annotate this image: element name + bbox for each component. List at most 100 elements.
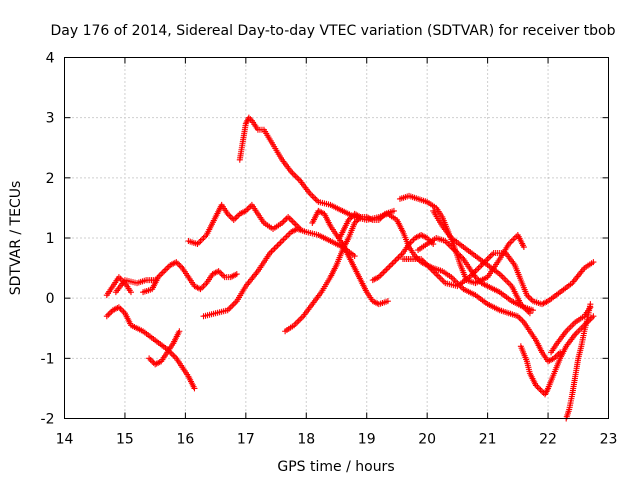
data-point-marker	[291, 219, 298, 226]
data-point-marker	[517, 316, 524, 323]
data-point-marker	[279, 238, 286, 245]
data-point-marker	[413, 254, 420, 261]
data-point-marker	[273, 244, 280, 251]
data-point-marker	[292, 173, 299, 180]
y-tick-label: -2	[41, 412, 55, 428]
series-arc4	[103, 304, 198, 392]
data-point-marker	[280, 236, 287, 243]
data-point-marker	[291, 171, 298, 178]
data-point-marker	[307, 191, 314, 198]
data-point-marker	[147, 356, 154, 363]
data-point-marker	[451, 277, 458, 284]
data-point-marker	[505, 280, 512, 287]
series-arc11	[336, 210, 364, 241]
series-arc8	[236, 114, 564, 365]
data-point-marker	[477, 263, 484, 270]
data-point-marker	[486, 254, 493, 261]
series-arc5	[146, 328, 183, 368]
data-point-marker	[170, 352, 177, 359]
series-arc3	[140, 259, 240, 296]
data-point-marker	[230, 272, 237, 279]
data-point-marker	[295, 317, 302, 324]
data-point-marker	[378, 271, 385, 278]
series-arc12	[369, 231, 437, 284]
data-point-marker	[567, 323, 574, 330]
data-point-marker	[520, 244, 527, 251]
data-point-marker	[396, 253, 403, 260]
data-point-marker	[195, 239, 202, 246]
series-arc6	[185, 201, 304, 248]
data-point-marker	[159, 269, 166, 276]
x-tick-label: 16	[176, 432, 194, 448]
data-point-marker	[475, 265, 482, 272]
data-point-marker	[372, 299, 379, 306]
y-tick-label: 1	[46, 231, 55, 247]
data-point-marker	[387, 262, 394, 269]
data-markers	[103, 114, 597, 422]
data-point-marker	[575, 328, 582, 335]
data-point-marker	[570, 320, 577, 327]
data-point-marker	[199, 236, 206, 243]
data-point-marker	[498, 272, 505, 279]
data-point-marker	[294, 174, 301, 181]
data-point-marker	[590, 313, 597, 320]
data-point-marker	[297, 316, 304, 323]
data-point-marker	[239, 209, 246, 216]
data-point-marker	[421, 233, 428, 240]
x-tick-label: 18	[297, 432, 315, 448]
data-point-marker	[245, 204, 252, 211]
plot-frame	[64, 57, 609, 419]
data-point-marker	[542, 299, 549, 306]
data-point-marker	[289, 218, 296, 225]
data-point-marker	[285, 231, 292, 238]
data-point-marker	[285, 213, 292, 220]
data-point-marker	[106, 310, 113, 317]
x-tick-label: 23	[600, 432, 618, 448]
y-tick-label: 2	[46, 171, 55, 187]
data-point-marker	[395, 254, 402, 261]
data-point-marker	[286, 215, 293, 222]
data-point-marker	[372, 275, 379, 282]
data-point-marker	[202, 281, 209, 288]
data-point-marker	[510, 236, 517, 243]
data-point-marker	[229, 302, 236, 309]
series-arc10	[309, 207, 391, 308]
data-point-marker	[578, 325, 585, 332]
data-point-marker	[415, 233, 422, 240]
series-arc14	[399, 250, 597, 308]
data-point-marker	[295, 176, 302, 183]
data-point-marker	[309, 192, 316, 199]
data-point-marker	[298, 314, 305, 321]
data-point-marker	[398, 251, 405, 258]
data-point-marker	[146, 355, 153, 362]
data-point-marker	[271, 245, 278, 252]
data-point-marker	[526, 310, 533, 317]
data-point-marker	[220, 272, 227, 279]
data-point-marker	[280, 218, 287, 225]
x-tick-label: 19	[358, 432, 376, 448]
data-point-marker	[437, 275, 444, 282]
series-arc7	[200, 225, 358, 320]
data-point-marker	[191, 385, 198, 392]
data-point-marker	[537, 386, 544, 393]
data-point-marker	[389, 260, 396, 267]
data-point-marker	[529, 307, 536, 314]
data-point-marker	[489, 251, 496, 258]
data-point-marker	[508, 238, 515, 245]
data-point-marker	[502, 277, 509, 284]
data-point-marker	[501, 275, 508, 282]
data-point-marker	[590, 259, 597, 266]
data-point-marker	[176, 328, 183, 335]
data-point-marker	[351, 253, 358, 260]
data-point-marker	[289, 170, 296, 177]
data-point-marker	[227, 213, 234, 220]
data-point-marker	[292, 320, 299, 327]
y-tick-label: 0	[46, 291, 55, 307]
data-point-marker	[282, 235, 289, 241]
chart-title: Day 176 of 2014, Sidereal Day-to-day VTE…	[50, 23, 615, 39]
data-point-marker	[294, 319, 301, 326]
x-axis-label: GPS time / hours	[277, 459, 394, 475]
data-point-marker	[566, 325, 573, 332]
data-point-marker	[504, 278, 511, 285]
